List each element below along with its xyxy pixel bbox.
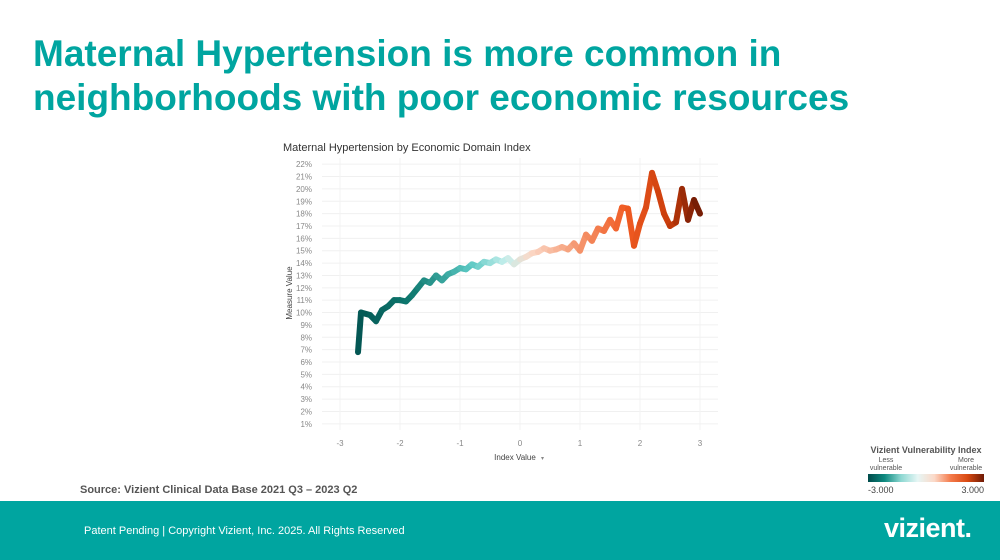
y-tick-label: 9% [300,321,312,330]
footer-copyright: Patent Pending | Copyright Vizient, Inc.… [84,525,405,537]
y-tick-label: 6% [300,358,312,367]
x-tick-label: 3 [698,439,703,448]
legend-less-label: Less vulnerable [869,457,903,472]
y-tick-label: 10% [296,309,312,318]
y-tick-label: 15% [296,247,312,256]
line-segment [613,204,625,232]
legend-min-label: -3.000 [868,485,894,495]
y-tick-label: 4% [300,383,312,392]
y-tick-label: 17% [296,222,312,231]
line-segment [631,220,643,249]
x-axis-label: Index Value [494,453,536,462]
line-segment [691,197,703,217]
source-note: Source: Vizient Clinical Data Base 2021 … [80,484,358,496]
legend-sublabels: Less vulnerable More vulnerable [868,457,984,473]
y-tick-label: 13% [296,271,312,280]
y-tick-label: 7% [300,346,312,355]
line-segment [655,188,667,217]
x-tick-label: -2 [396,439,404,448]
vizient-logo: vizient. [884,513,972,543]
y-axis-label: Measure Value [285,266,294,320]
legend-more-label: More vulnerable [949,457,983,472]
line-chart: Maternal Hypertension by Economic Domain… [283,142,718,462]
slide-title-line-2: neighborhoods with poor economic resourc… [33,77,850,118]
footer-bar: Patent Pending | Copyright Vizient, Inc.… [0,501,1000,560]
chart-title: Maternal Hypertension by Economic Domain… [283,142,531,154]
y-tick-label: 20% [296,185,312,194]
y-tick-label: 18% [296,210,312,219]
x-tick-label: 0 [518,439,523,448]
legend-range: -3.000 3.000 [868,485,984,495]
y-tick-label: 11% [297,296,312,305]
slide-title: Maternal Hypertension is more common in … [33,32,973,120]
y-tick-label: 1% [300,420,312,429]
x-axis-sort-icon: ▾ [541,455,544,462]
chart-grid [322,158,718,430]
x-tick-label: 2 [638,439,643,448]
x-tick-label: 1 [578,439,583,448]
y-tick-label: 22% [296,160,312,169]
x-tick-label: -3 [336,439,344,448]
color-legend: Vizient Vulnerability Index Less vulnera… [868,445,984,495]
y-axis-ticks: 1% 2% 3% 4% 5% 6% 7% 8% 9% 10% 11% 12% 13% 14% 15% 16% 1… [296,160,312,429]
legend-max-label: 3.000 [961,485,984,495]
y-tick-label: 8% [300,333,312,342]
x-axis-ticks: -3 -2 -1 0 1 2 3 [336,439,702,448]
x-tick-label: -1 [456,439,464,448]
slide-title-line-1: Maternal Hypertension is more common in [33,33,782,74]
y-tick-label: 19% [296,197,312,206]
y-tick-label: 21% [296,173,312,182]
line-segment [355,309,364,356]
y-tick-label: 3% [300,395,312,404]
y-tick-label: 5% [300,370,312,379]
y-tick-label: 14% [296,259,312,268]
legend-title: Vizient Vulnerability Index [870,445,982,455]
data-series-line [355,169,703,356]
line-segment [649,169,661,195]
y-tick-label: 16% [296,234,312,243]
y-tick-label: 12% [296,284,312,293]
y-tick-label: 2% [300,407,312,416]
legend-gradient-bar [868,474,984,482]
